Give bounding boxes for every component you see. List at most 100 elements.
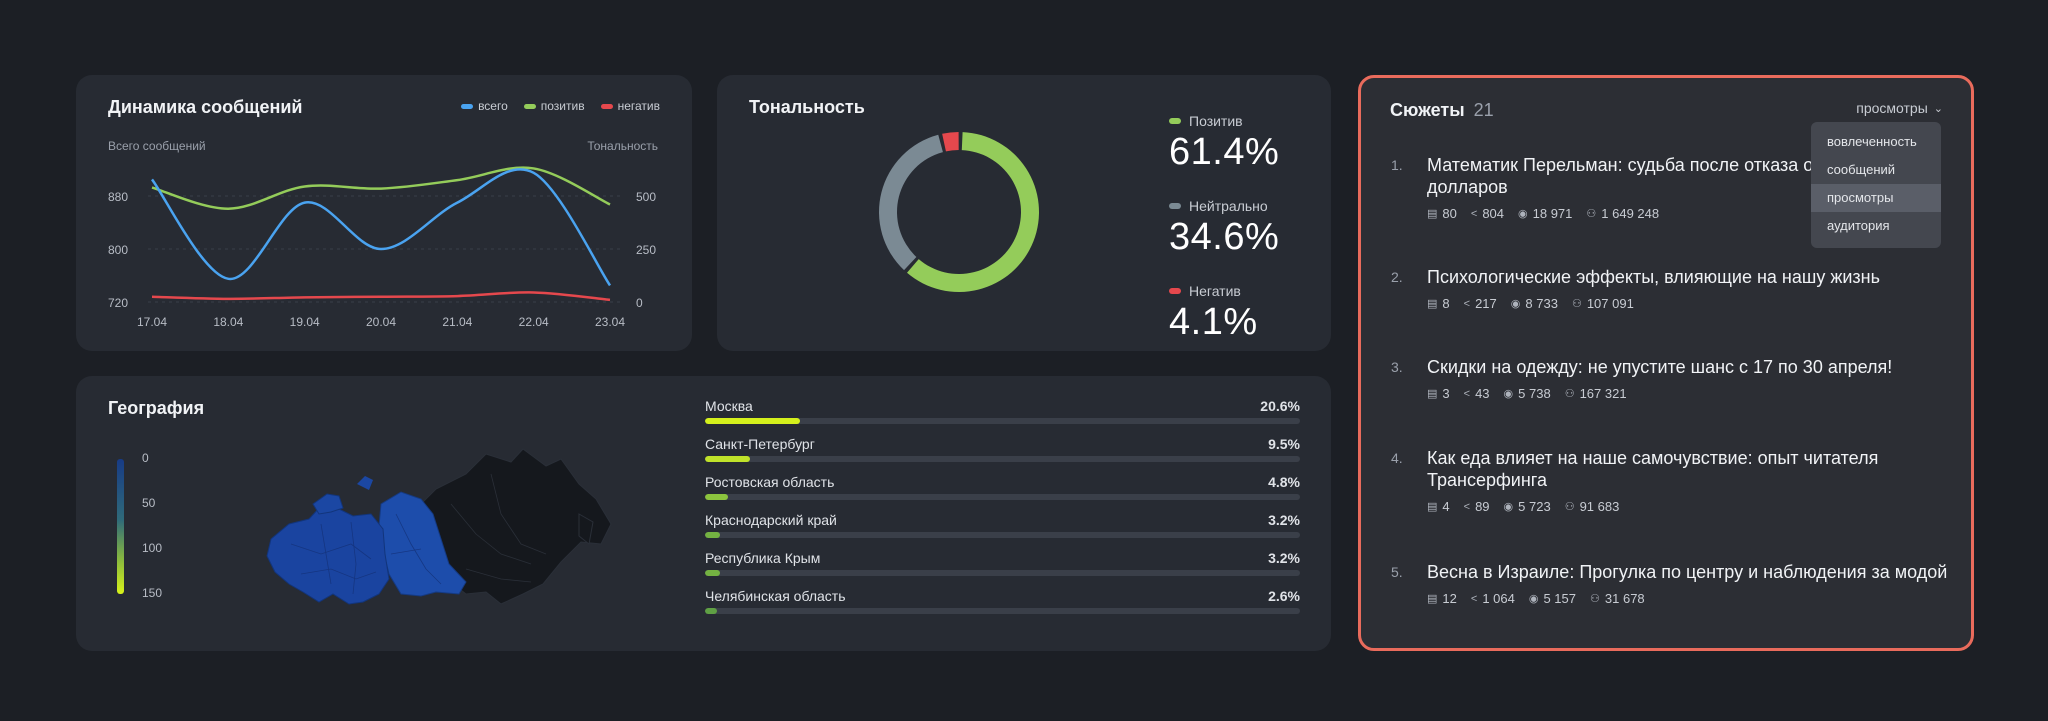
story-shares: 804 — [1482, 206, 1505, 221]
geography-title: География — [108, 398, 205, 418]
story-views: 8 733 — [1525, 296, 1558, 311]
sort-option-views[interactable]: просмотры — [1811, 184, 1941, 212]
stories-count: 21 — [1473, 100, 1494, 120]
region-row[interactable]: Москва 20.6% — [705, 398, 1300, 424]
legend-swatch-positive — [523, 103, 536, 109]
region-row[interactable]: Санкт-Петербург 9.5% — [705, 436, 1300, 462]
region-bar-fill — [705, 418, 801, 424]
stories-card: Сюжеты 21 1. Математик Перельман: судьба … — [1358, 75, 1974, 651]
story-item[interactable]: 1. Математик Перельман: судьба после отка… — [1391, 154, 1951, 221]
sort-option-engagement[interactable]: вовлеченность — [1827, 134, 1917, 149]
sort-label: просмотры — [1856, 100, 1928, 116]
story-title[interactable]: Психологические эффекты, влияющие на наш… — [1427, 267, 1880, 287]
sort-option-messages[interactable]: сообщений — [1827, 162, 1896, 177]
right-tick: 0 — [636, 296, 643, 310]
legend-item-negative[interactable]: негатив — [600, 99, 660, 113]
story-audience: 1 649 248 — [1601, 206, 1660, 221]
story-item[interactable]: 4. Как еда влияет на наше самочувствие: о… — [1391, 447, 1951, 514]
legend-label: негатив — [617, 99, 660, 113]
story-title[interactable]: Весна в Израиле: Прогулка по центру и на… — [1427, 562, 1948, 582]
tonality-label: Нейтрально — [1189, 198, 1268, 214]
share-icon: < — [1470, 592, 1478, 605]
story-number: 4. — [1391, 450, 1403, 466]
story-audience: 107 091 — [1586, 296, 1634, 311]
region-name: Санкт-Петербург — [705, 436, 815, 452]
map-region-northwest — [312, 493, 344, 515]
legend-swatch-total — [461, 103, 474, 109]
legend-item-total[interactable]: всего — [461, 99, 508, 113]
dynamics-legend: всего позитив негатив — [461, 99, 660, 113]
x-tick-label: 19.04 — [290, 315, 320, 329]
eye-icon: ◉ — [1528, 593, 1539, 605]
region-bar-fill — [705, 570, 721, 576]
region-row[interactable]: Челябинская область 2.6% — [705, 588, 1300, 614]
story-audience: 167 321 — [1579, 386, 1627, 401]
messages-icon: ▤ — [1427, 501, 1438, 513]
swatch-positive — [1169, 118, 1181, 124]
tonality-item-negative: Негатив 4.1% — [1169, 283, 1258, 344]
donut-slice-positive — [907, 132, 1039, 292]
region-bar-fill — [705, 456, 750, 462]
right-tick: 250 — [636, 243, 657, 257]
story-audience: 31 678 — [1604, 591, 1645, 606]
story-stats: ▤ 4 <89 ◉ 5 723 ⚇ 91 683 — [1427, 499, 1951, 514]
region-bar-fill — [705, 608, 717, 614]
x-tick-label: 21.04 — [442, 315, 472, 329]
story-shares: 43 — [1475, 386, 1490, 401]
legend-item-positive[interactable]: позитив — [523, 99, 585, 113]
story-title[interactable]: Скидки на одежду: не упустите шанс с 17 … — [1427, 357, 1893, 377]
story-messages: 8 — [1442, 296, 1450, 311]
sort-dropdown-toggle[interactable]: просмотры ⌄ — [1856, 100, 1943, 116]
left-tick: 720 — [108, 296, 129, 310]
map-region-islands — [357, 476, 373, 490]
story-title[interactable]: Как еда влияет на наше самочувствие: опы… — [1427, 448, 1879, 490]
region-name: Республика Крым — [705, 550, 821, 566]
audience-icon: ⚇ — [1571, 298, 1582, 310]
region-bar-track — [705, 570, 1300, 576]
region-percent: 2.6% — [1268, 588, 1300, 604]
legend-label: позитив — [540, 99, 585, 113]
tonality-donut-chart — [879, 132, 1039, 292]
region-bar-fill — [705, 494, 728, 500]
story-views: 5 157 — [1543, 591, 1577, 606]
story-item[interactable]: 2. Психологические эффекты, влияющие на н… — [1391, 266, 1951, 311]
audience-icon: ⚇ — [1590, 593, 1600, 605]
eye-icon: ◉ — [1510, 298, 1521, 310]
stories-title: Сюжеты 21 — [1390, 100, 1494, 121]
region-percent: 9.5% — [1268, 436, 1300, 452]
region-row-head: Республика Крым 3.2% — [705, 550, 1300, 566]
series-line-positive — [151, 166, 611, 210]
region-name: Ростовская область — [705, 474, 835, 490]
story-messages: 80 — [1442, 206, 1457, 221]
donut-slice-negative — [942, 132, 959, 152]
story-item[interactable]: 5. Весна в Израиле: Прогулка по центру и … — [1391, 561, 1951, 606]
region-row-head: Краснодарский край 3.2% — [705, 512, 1300, 528]
russia-map[interactable] — [261, 444, 621, 614]
story-item[interactable]: 3. Скидки на одежду: не упустите шанс с 1… — [1391, 356, 1951, 401]
tonality-card: Тональность Позитив 61.4% Нейтрально 34.… — [717, 75, 1331, 351]
story-number: 5. — [1391, 564, 1403, 580]
tonality-item-neutral: Нейтрально 34.6% — [1169, 198, 1279, 259]
region-row[interactable]: Краснодарский край 3.2% — [705, 512, 1300, 538]
story-title[interactable]: Математик Перельман: судьба после отказа… — [1427, 155, 1910, 197]
tonality-label: Негатив — [1189, 283, 1241, 299]
sort-option-audience[interactable]: аудитория — [1827, 218, 1890, 233]
legend-label: всего — [478, 99, 508, 113]
scale-label: 150 — [142, 586, 163, 600]
scale-label: 0 — [142, 451, 149, 465]
region-row[interactable]: Ростовская область 4.8% — [705, 474, 1300, 500]
series-line-negative — [151, 291, 611, 302]
tonality-title: Тональность — [749, 97, 865, 117]
region-percent: 3.2% — [1268, 512, 1300, 528]
region-row-head: Челябинская область 2.6% — [705, 588, 1300, 604]
tonality-value: 34.6% — [1169, 216, 1280, 258]
region-bar-track — [705, 456, 1300, 462]
geography-card: География 0 50 100 150 Москва 20.6% Санкт-… — [76, 376, 1331, 651]
story-stats: ▤ 80 <804 ◉ 18 971 ⚇ 1 649 248 — [1427, 206, 1951, 221]
share-icon: < — [1463, 297, 1471, 310]
region-row[interactable]: Республика Крым 3.2% — [705, 550, 1300, 576]
eye-icon: ◉ — [1518, 208, 1528, 220]
share-icon: < — [1470, 207, 1478, 220]
region-bar-track — [705, 494, 1300, 500]
tonality-value: 4.1% — [1169, 301, 1258, 343]
